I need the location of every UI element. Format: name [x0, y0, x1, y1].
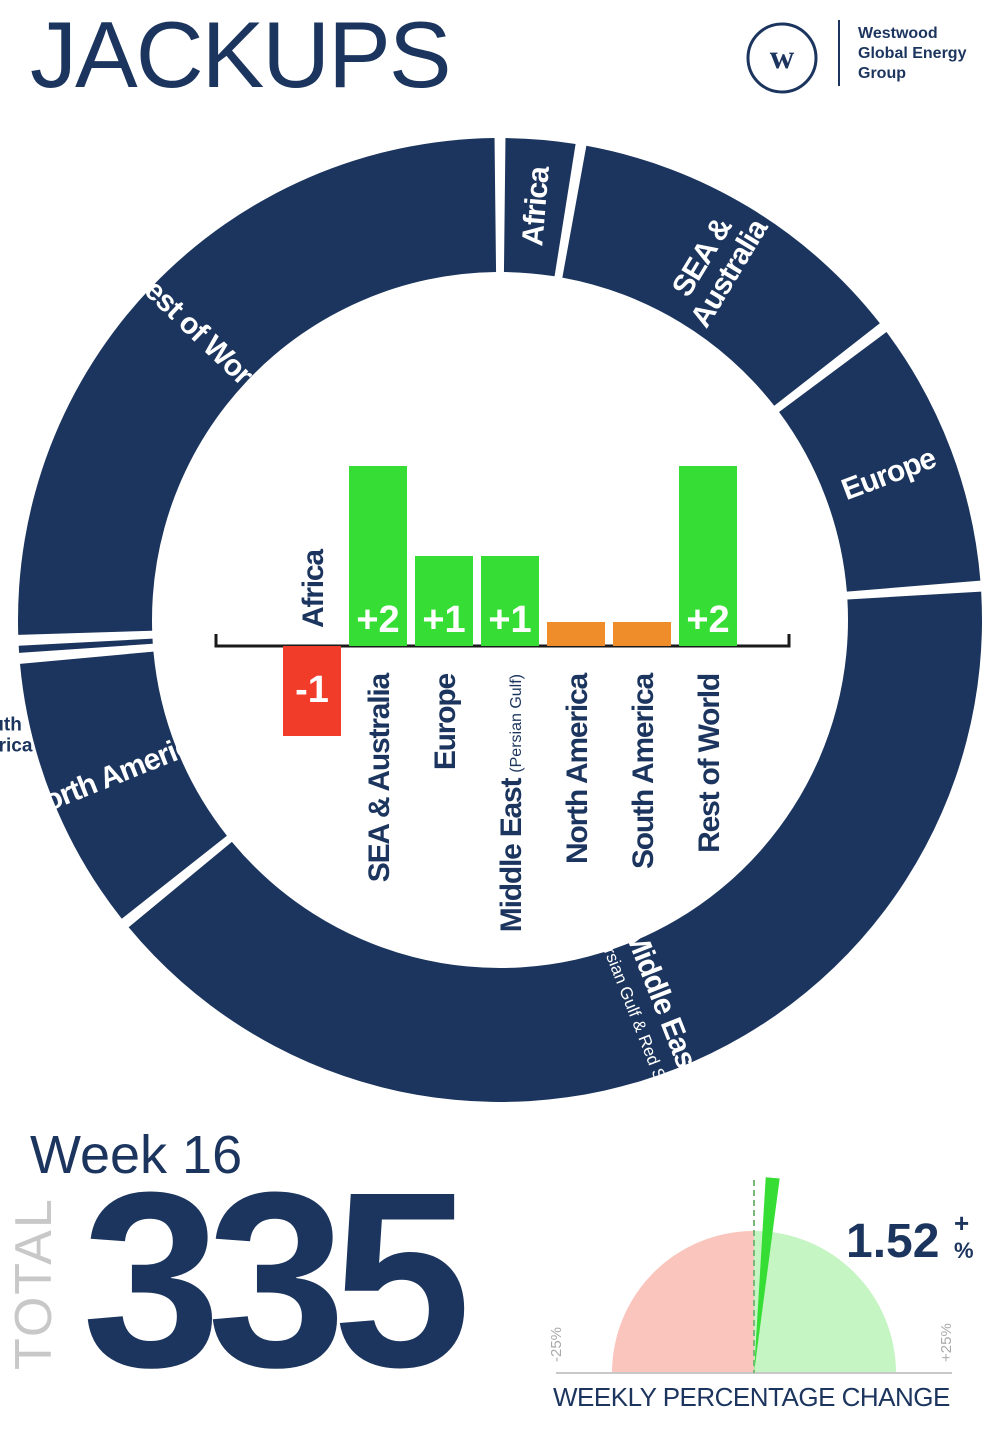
logo-line-3: Group	[858, 65, 906, 82]
bar-category-main: Europe	[429, 673, 462, 770]
bar-value-label: +1	[422, 599, 465, 641]
bar-category-middle-east-persian-gulf: Middle East (Persian Gulf)	[495, 674, 528, 932]
total-value: 335	[82, 1140, 471, 1419]
bar-value-label: -1	[295, 669, 329, 711]
donut-segment-rest-of-world	[18, 138, 497, 635]
gauge-max-label: +25%	[938, 1323, 955, 1362]
bar-category-label: North America	[561, 672, 594, 864]
gauge-min-label: -25%	[548, 1326, 565, 1362]
bar-category-europe: Europe	[429, 673, 462, 770]
bar-category-main: South America	[627, 672, 660, 869]
bar-category-label: Rest of World	[693, 674, 726, 853]
bar-africa	[283, 646, 341, 736]
bar-category-rest-of-world: Rest of World	[693, 674, 726, 853]
bar-category-south-america: South America	[627, 672, 660, 869]
bar-category-main: Middle East	[495, 777, 528, 932]
logo-divider	[838, 20, 840, 86]
donut-label-text: Africa	[516, 164, 556, 247]
westwood-logo-icon: w	[746, 22, 818, 94]
bar-value-label: +2	[356, 599, 399, 641]
gauge-positive-half	[754, 1231, 896, 1373]
bar-category-main: Rest of World	[693, 674, 726, 853]
bar-sea-australia	[349, 466, 407, 646]
week-label: Week 16	[30, 1125, 243, 1185]
donut-segment-africa	[503, 138, 576, 277]
weekly-change-bar-chart: -1 Africa +2 SEA & Australia +1 Europe +1 Middl…	[214, 466, 791, 932]
bar-category-label: SEA & Australia	[363, 673, 396, 883]
logo-text: Westwood Global Energy Group	[858, 24, 966, 84]
bar-value-label: +2	[686, 599, 729, 641]
percentage-unit: %	[954, 1238, 974, 1263]
gauge-negative-half	[612, 1231, 754, 1373]
bar-category-main: SEA & Australia	[363, 673, 396, 883]
donut-segment-europe	[779, 331, 981, 592]
bar-value-label: +1	[488, 599, 531, 641]
logo-line-2: Global Energy	[858, 45, 967, 62]
gauge-needle	[754, 1177, 780, 1373]
donut-label-africa: Africa	[516, 164, 556, 247]
percentage-sign: +	[954, 1208, 970, 1238]
bar-middle-east-persian-gulf	[481, 556, 539, 646]
bar-category-north-america: North America	[561, 672, 594, 864]
bar-category-label: Europe	[429, 673, 462, 770]
total-label: TOTAL	[5, 1197, 63, 1370]
page-title: JACKUPS	[30, 2, 452, 107]
donut-segment-south-america	[18, 638, 153, 653]
bar-category-main: Africa	[297, 549, 330, 628]
bar-category-africa: Africa	[297, 549, 330, 628]
bar-south-america	[613, 622, 671, 646]
donut-segment-middle-east-persian-gulf-red-sea	[128, 591, 982, 1103]
bar-category-label: South America	[627, 672, 660, 869]
donut-segment-sea-australia	[562, 145, 880, 406]
bar-category-label: Africa	[297, 549, 330, 628]
bar-category-main: North America	[561, 672, 594, 864]
percentage-value: 1.52	[846, 1215, 940, 1268]
bar-category-label: Middle East (Persian Gulf)	[495, 674, 528, 932]
donut-label-south-america: South	[0, 715, 22, 736]
bar-europe	[415, 556, 473, 646]
bar-rest-of-world	[679, 466, 737, 646]
bar-category-sea-australia: SEA & Australia	[363, 673, 396, 883]
gauge-caption: WEEKLY PERCENTAGE CHANGE	[553, 1382, 950, 1412]
donut-label-south-america: America	[0, 736, 33, 757]
logo-letter: w	[770, 39, 795, 76]
bar-category-sub: (Persian Gulf)	[508, 674, 525, 773]
weekly-percentage-gauge	[556, 1177, 952, 1374]
logo-line-1: Westwood	[858, 25, 938, 42]
bar-north-america	[547, 622, 605, 646]
donut-segment-north-america	[19, 651, 227, 919]
